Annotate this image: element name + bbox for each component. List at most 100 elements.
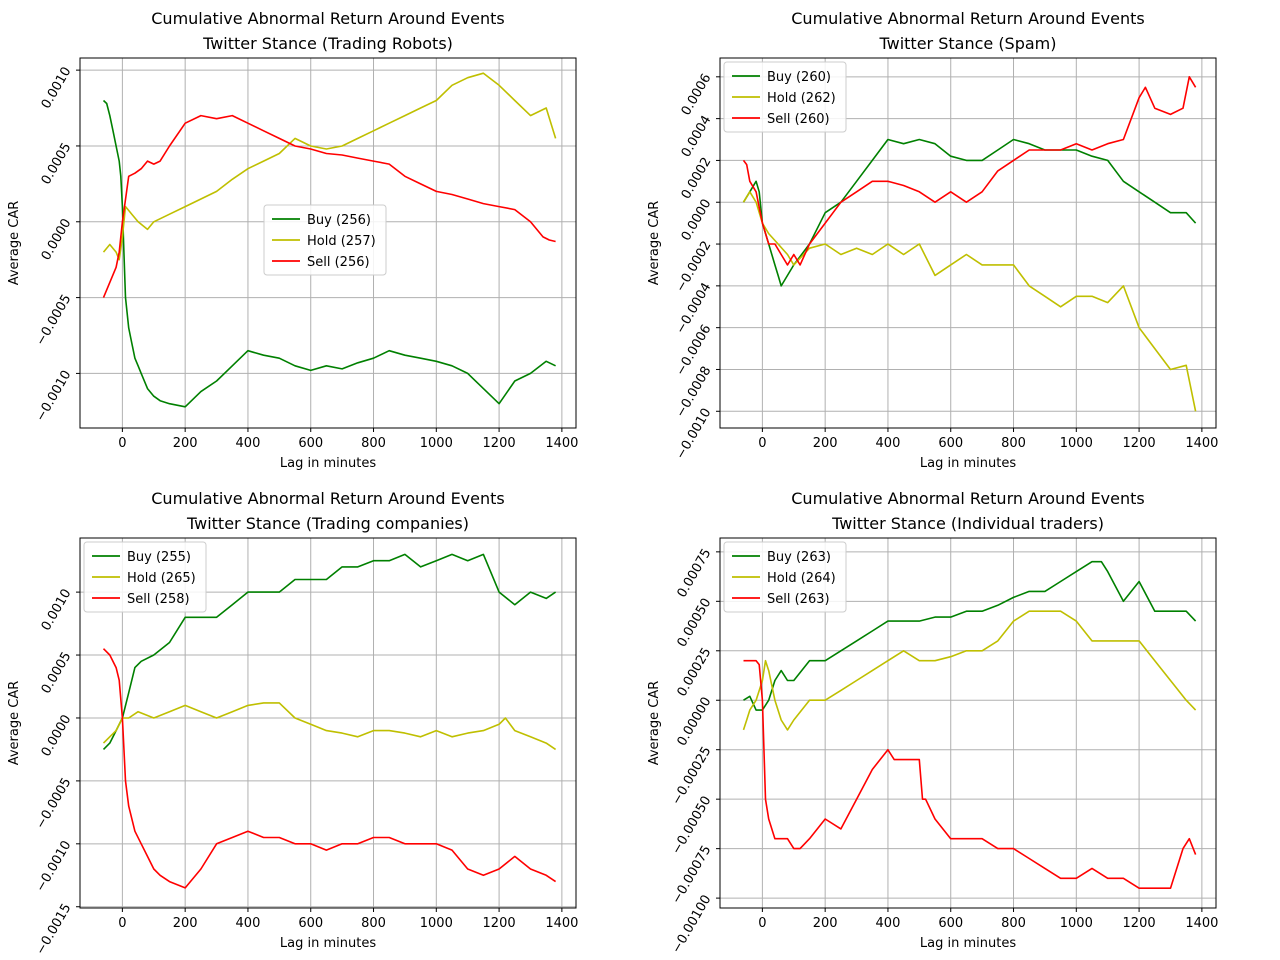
- x-tick-label: 1400: [1185, 916, 1218, 931]
- y-tick-label: 0.0000: [39, 216, 75, 263]
- x-tick-label: 400: [876, 916, 901, 931]
- legend-box: [723, 61, 847, 133]
- chart-subtitle: Twitter Stance (Spam): [879, 34, 1057, 53]
- legend-label: Buy (263): [767, 550, 831, 565]
- legend-box: [263, 204, 387, 276]
- x-axis-label: Lag in minutes: [280, 936, 376, 951]
- y-tick-label: 0.00000: [675, 695, 715, 749]
- x-tick-label: 0: [118, 916, 126, 931]
- legend: Buy (255) Hold (265) Sell (258): [83, 541, 207, 613]
- x-tick-label: 800: [1001, 916, 1026, 931]
- x-tick-label: 1400: [545, 916, 578, 931]
- x-tick-label: 400: [876, 436, 901, 451]
- axes-frame: [719, 537, 1217, 909]
- chart-panel-4: Cumulative Abnormal Return Around Events…: [647, 489, 1218, 956]
- x-tick-label: 1200: [483, 916, 516, 931]
- y-tick-label: 0.00025: [675, 645, 715, 699]
- chart-subtitle: Twitter Stance (Trading Robots): [202, 34, 453, 53]
- legend: Buy (256) Hold (257) Sell (256): [263, 204, 387, 276]
- x-tick-label: 800: [361, 916, 386, 931]
- legend-label: Sell (260): [767, 112, 830, 127]
- chart-panel-1: Cumulative Abnormal Return Around Events…: [7, 9, 578, 471]
- series-line-hold: [742, 191, 1197, 412]
- x-tick-label: 600: [938, 436, 963, 451]
- y-tick-label: −0.0010: [33, 368, 74, 424]
- y-tick-label: 0.0002: [679, 155, 715, 202]
- x-tick-label: 200: [173, 436, 198, 451]
- x-tick-label: 1000: [420, 436, 453, 451]
- x-tick-label: 200: [813, 916, 838, 931]
- y-tick-label: 0.0000: [679, 197, 715, 244]
- x-axis-label: Lag in minutes: [920, 936, 1016, 951]
- y-tick-label: 0.0010: [39, 65, 75, 112]
- legend-box: [83, 541, 207, 613]
- series-line-sell: [743, 659, 1197, 890]
- x-tick-label: 800: [361, 436, 386, 451]
- legend-label: Buy (255): [127, 550, 191, 565]
- x-tick-label: 1200: [1123, 436, 1156, 451]
- y-axis-label: Average CAR: [647, 201, 662, 286]
- series-line-buy: [102, 553, 557, 750]
- x-tick-label: 800: [1001, 436, 1026, 451]
- axes-frame: [79, 537, 577, 909]
- y-tick-label: −0.0010: [33, 838, 74, 894]
- y-tick-label: 0.00075: [675, 546, 715, 600]
- y-tick-label: 0.0005: [39, 140, 75, 187]
- x-tick-label: 0: [758, 916, 766, 931]
- y-axis-label: Average CAR: [647, 681, 662, 766]
- y-tick-label: 0.0006: [679, 71, 715, 118]
- y-axis-label: Average CAR: [7, 201, 22, 286]
- y-axis-label: Average CAR: [7, 681, 22, 766]
- chart-panel-2: Cumulative Abnormal Return Around Events…: [647, 9, 1218, 471]
- series-line-sell: [102, 648, 557, 889]
- x-tick-label: 600: [298, 916, 323, 931]
- series-line-hold: [102, 72, 557, 261]
- axes-frame: [719, 57, 1217, 429]
- x-tick-label: 1000: [420, 916, 453, 931]
- series-line-sell: [102, 114, 556, 298]
- y-tick-label: 0.00050: [675, 596, 715, 650]
- legend-label: Sell (258): [127, 592, 190, 607]
- axes-frame: [79, 57, 577, 429]
- y-tick-label: 0.0010: [39, 587, 75, 634]
- legend: Buy (263) Hold (264) Sell (263): [723, 541, 847, 613]
- y-tick-label: −0.0015: [33, 901, 74, 957]
- y-tick-label: −0.0005: [33, 775, 74, 831]
- chart-title: Cumulative Abnormal Return Around Events: [791, 9, 1145, 28]
- x-tick-label: 1000: [1060, 916, 1093, 931]
- series-line-sell: [742, 76, 1197, 266]
- x-tick-label: 600: [938, 916, 963, 931]
- x-tick-label: 400: [236, 916, 261, 931]
- x-tick-label: 200: [813, 436, 838, 451]
- legend-box: [723, 541, 847, 613]
- legend-label: Sell (263): [767, 592, 830, 607]
- chart-subtitle: Twitter Stance (Trading companies): [186, 514, 469, 533]
- chart-title: Cumulative Abnormal Return Around Events: [151, 9, 505, 28]
- legend-label: Buy (260): [767, 70, 831, 85]
- x-tick-label: 0: [118, 436, 126, 451]
- x-tick-label: 1400: [545, 436, 578, 451]
- x-tick-label: 600: [298, 436, 323, 451]
- legend-label: Hold (262): [767, 91, 836, 106]
- series-line-buy: [743, 560, 1197, 711]
- y-tick-label: 0.0004: [679, 113, 715, 160]
- legend-label: Buy (256): [307, 213, 371, 228]
- y-tick-label: −0.0005: [33, 292, 74, 348]
- x-tick-label: 1400: [1185, 436, 1218, 451]
- chart-subtitle: Twitter Stance (Individual traders): [831, 514, 1104, 533]
- legend: Buy (260) Hold (262) Sell (260): [723, 61, 847, 133]
- x-axis-label: Lag in minutes: [280, 456, 376, 471]
- legend-label: Sell (256): [307, 255, 370, 270]
- series-line-buy: [742, 138, 1197, 287]
- x-tick-label: 1200: [483, 436, 516, 451]
- chart-title: Cumulative Abnormal Return Around Events: [151, 489, 505, 508]
- x-axis-label: Lag in minutes: [920, 456, 1016, 471]
- x-tick-label: 1200: [1123, 916, 1156, 931]
- legend-label: Hold (265): [127, 571, 196, 586]
- x-tick-label: 400: [236, 436, 261, 451]
- legend-label: Hold (257): [307, 234, 376, 249]
- x-tick-label: 0: [758, 436, 766, 451]
- y-tick-label: 0.0000: [39, 712, 75, 759]
- chart-title: Cumulative Abnormal Return Around Events: [791, 489, 1145, 508]
